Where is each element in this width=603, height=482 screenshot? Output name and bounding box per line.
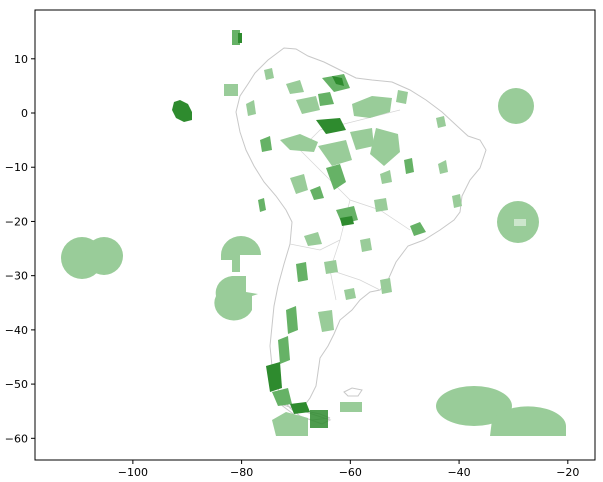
y-tick-label: 0	[21, 107, 28, 120]
protected-area	[85, 237, 123, 275]
protected-area	[318, 92, 334, 106]
x-tick-label: −60	[339, 466, 362, 479]
protected-area	[172, 100, 192, 122]
protected-area	[326, 164, 346, 190]
protected-area	[498, 88, 534, 124]
land-protected-areas	[246, 68, 462, 414]
protected-area	[360, 238, 372, 252]
protected-area	[232, 30, 240, 45]
x-tick-label: −100	[118, 466, 148, 479]
protected-area	[278, 336, 290, 364]
south-america-outline	[235, 47, 487, 425]
protected-area	[452, 194, 462, 208]
protected-area	[380, 170, 392, 184]
protected-area	[286, 306, 298, 334]
protected-area	[436, 116, 446, 128]
protected-area	[436, 386, 512, 426]
y-tick-label: 10	[14, 53, 28, 66]
protected-area	[310, 410, 328, 428]
protected-area	[332, 76, 344, 86]
x-axis: −100 −80 −60 −40 −20	[118, 460, 579, 479]
protected-area	[246, 100, 256, 116]
protected-area	[290, 402, 310, 414]
protected-area	[380, 278, 392, 294]
protected-area	[296, 262, 308, 282]
protected-area	[370, 128, 400, 166]
protected-area	[324, 260, 338, 274]
protected-area	[290, 174, 308, 194]
y-axis: 10 0 −10 −20 −30 −40 −50 −60	[5, 53, 35, 445]
protected-area	[318, 140, 352, 166]
y-tick-label: −10	[5, 161, 28, 174]
protected-area	[340, 216, 354, 226]
protected-area	[490, 406, 566, 436]
protected-area	[264, 68, 274, 80]
protected-area	[221, 236, 261, 272]
x-tick-label: −80	[230, 466, 253, 479]
y-tick-label: −50	[5, 378, 28, 391]
protected-area	[272, 412, 308, 436]
plot-area	[34, 9, 596, 461]
protected-area	[438, 160, 448, 174]
protected-area	[340, 402, 362, 412]
protected-area	[374, 198, 388, 212]
protected-area	[238, 33, 242, 43]
falkland-islands-outline	[343, 387, 363, 397]
y-tick-label: −30	[5, 270, 28, 283]
protected-area	[280, 134, 318, 152]
protected-area	[272, 388, 292, 406]
x-tick-label: −20	[556, 466, 579, 479]
protected-area	[304, 232, 322, 246]
protected-area	[318, 310, 334, 332]
protected-area	[286, 80, 304, 94]
protected-area-inner	[514, 219, 526, 226]
y-tick-label: −40	[5, 324, 28, 337]
protected-area	[396, 90, 408, 104]
axes-frame	[34, 9, 596, 461]
protected-area	[352, 96, 392, 118]
y-tick-label: −20	[5, 215, 28, 228]
protected-area	[296, 96, 320, 114]
protected-area	[410, 222, 426, 236]
protected-area	[224, 84, 238, 96]
ocean-protected-areas	[61, 30, 566, 436]
protected-area	[344, 288, 356, 300]
protected-area	[258, 198, 266, 212]
protected-area	[266, 362, 282, 392]
protected-area	[260, 136, 272, 152]
y-tick-label: −60	[5, 432, 28, 445]
protected-area	[404, 158, 414, 174]
x-tick-label: −40	[447, 466, 470, 479]
protected-area	[316, 118, 346, 134]
protected-area	[310, 186, 324, 200]
protected-area	[350, 128, 374, 150]
protected-area	[214, 276, 258, 321]
